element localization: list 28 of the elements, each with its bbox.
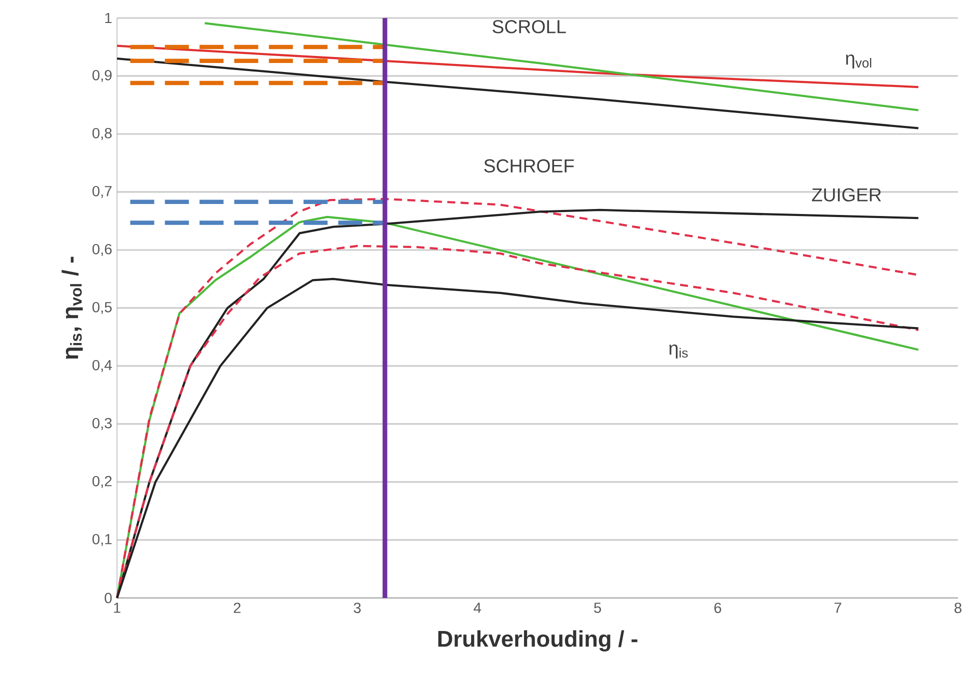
x-tick-label: 6 <box>714 602 722 614</box>
y-axis-title: η$_{is}$, η$_{vol}$ / - <box>62 256 83 359</box>
x-tick-label: 7 <box>834 602 842 613</box>
y-tick-label: 0,2 <box>92 476 112 488</box>
y-tick-label: 0,5 <box>92 302 112 314</box>
y-tick-label: 0,7 <box>92 186 112 198</box>
annotation: SCROLL <box>492 20 566 34</box>
y-tick-label: 0,3 <box>92 418 112 430</box>
annotation: η$_{vol}$ <box>846 54 872 68</box>
x-tick-label: 4 <box>474 602 482 613</box>
y-tick-label: 0,6 <box>92 244 112 256</box>
y-tick-label: 0,9 <box>92 70 112 82</box>
line-series <box>116 44 920 88</box>
y-tick-label: 1 <box>105 12 112 24</box>
x-tick-label: 2 <box>234 602 240 613</box>
line-series <box>204 22 920 112</box>
annotation: η$_{is}$ <box>669 344 688 358</box>
y-tick-label: 0,4 <box>92 360 112 372</box>
y-tick-label: 0 <box>104 592 112 604</box>
y-tick-label: 0,8 <box>92 128 112 140</box>
x-tick-label: 8 <box>954 602 962 614</box>
x-tick-label: 1 <box>114 602 120 613</box>
x-axis-title: Drukverhouding / - <box>438 630 638 652</box>
x-tick-label: 3 <box>354 602 361 614</box>
y-tick-label: 0,1 <box>92 534 112 546</box>
x-tick-label: 5 <box>594 602 602 613</box>
annotation: SCHROEF <box>484 159 574 173</box>
annotation: ZUIGER <box>812 188 881 202</box>
